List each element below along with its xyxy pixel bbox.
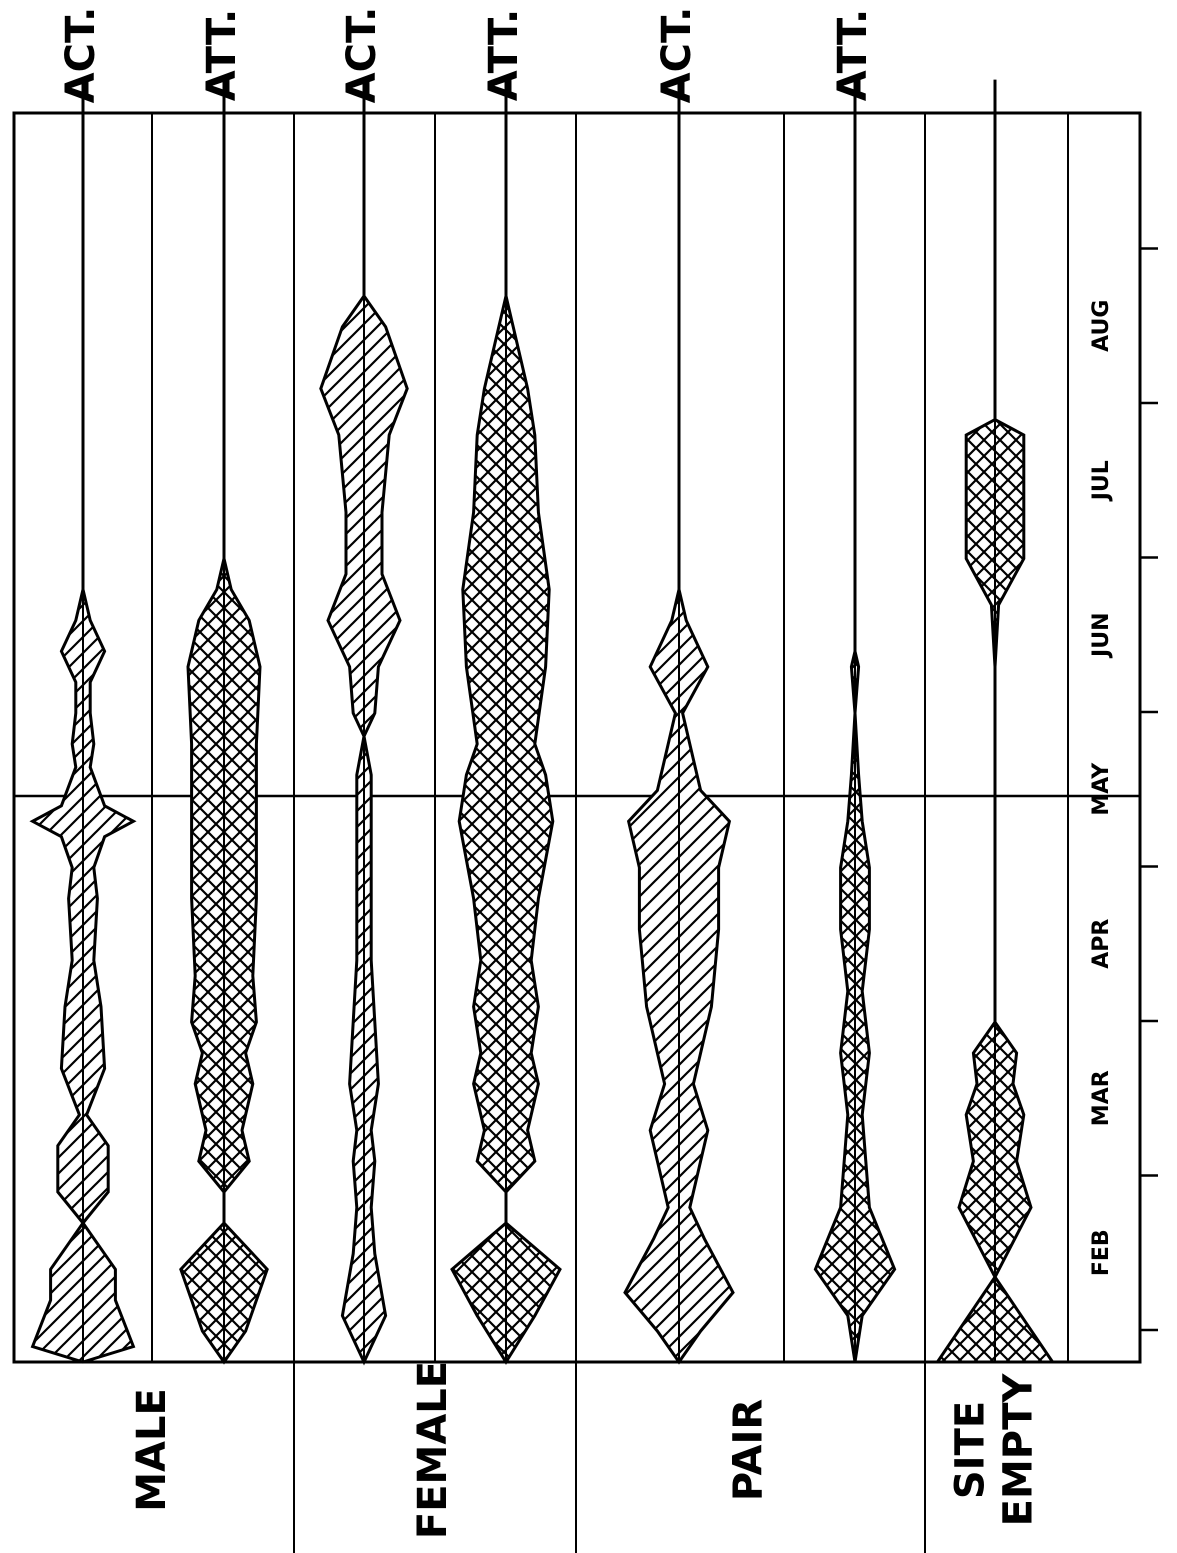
series-label: ATT. (830, 9, 876, 101)
group-label-female: FEMALE (410, 1361, 456, 1539)
kite-series-layer (29, 79, 1056, 1366)
tick-label-jul: JUL (1089, 460, 1114, 502)
series-label: ACT. (58, 7, 104, 104)
series-label: ACT. (339, 7, 385, 104)
group-label-pair: PAIR (726, 1399, 772, 1501)
series-label: ACT. (654, 7, 700, 104)
group-labels: MALE FEMALE PAIR SITE EMPTY (129, 1361, 1042, 1539)
tick-label-feb: FEB (1089, 1229, 1114, 1276)
tick-label-apr: APR (1089, 919, 1114, 969)
series-label: ATT. (199, 9, 245, 101)
tick-label-aug: AUG (1089, 300, 1114, 352)
group-label-site-empty: EMPTY (996, 1373, 1042, 1527)
series-label: ATT. (481, 9, 527, 101)
tick-label-jun: JUN (1089, 613, 1114, 659)
month-ticks: FEB MAR APR MAY JUN JUL AUG (1089, 247, 1158, 1332)
tick-label-mar: MAR (1089, 1070, 1114, 1126)
tick-label-may: MAY (1089, 762, 1114, 816)
group-label-male: MALE (129, 1388, 175, 1512)
row-labels: ACT. ATT. ACT. ATT. ACT. ATT. (58, 7, 876, 104)
group-label-site-empty: SITE (948, 1401, 994, 1499)
